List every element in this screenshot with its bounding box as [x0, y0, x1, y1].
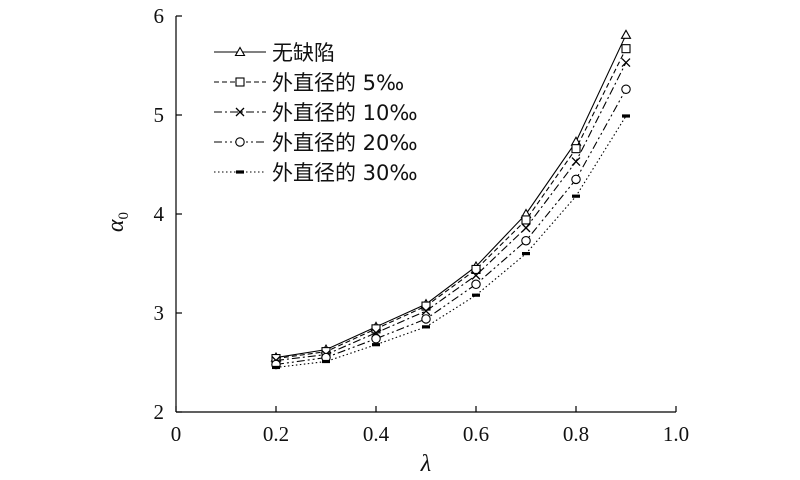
series-line [275, 88, 627, 366]
data-point [621, 44, 631, 54]
series-line [275, 48, 627, 360]
x-tick-label: 1.0 [663, 422, 689, 446]
x-axis-label: λ [420, 451, 431, 477]
y-ticks: 2 3 4 5 6 [154, 4, 182, 424]
series-layer [270, 29, 632, 370]
legend-item: 外直径的 20‰ [214, 131, 418, 155]
y-tick-label: 3 [154, 301, 165, 325]
legend-marker [235, 107, 245, 117]
data-point [471, 279, 481, 290]
data-point [272, 365, 280, 370]
legend-marker [234, 46, 246, 57]
data-point [322, 359, 330, 364]
x-tick-label: 0.4 [363, 422, 390, 446]
legend-marker [236, 170, 244, 174]
y-tick-label: 4 [154, 202, 165, 226]
legend-item: 外直径的 10‰ [214, 101, 418, 125]
x-tick-label: 0 [171, 422, 182, 446]
data-point [422, 325, 430, 329]
x-ticks: 0 0.2 0.4 0.6 0.8 1.0 [171, 406, 689, 446]
data-point [421, 306, 431, 316]
legend-label: 外直径的 5‰ [272, 71, 404, 95]
data-point [622, 114, 630, 118]
legend-item: 外直径的 5‰ [214, 71, 404, 95]
data-point [371, 333, 381, 344]
data-point [472, 293, 480, 297]
legend-label: 外直径的 20‰ [272, 131, 418, 155]
data-point [572, 194, 580, 198]
y-tick-label: 5 [154, 103, 165, 127]
x-tick-label: 0.6 [463, 422, 489, 446]
legend-marker [235, 137, 245, 147]
data-point [621, 84, 631, 95]
data-point [521, 223, 531, 233]
y-tick-label: 6 [154, 4, 165, 28]
axes [175, 16, 676, 413]
data-point [421, 314, 431, 324]
legend-item: 无缺陷 [214, 41, 335, 65]
data-point [521, 215, 531, 225]
data-point [522, 252, 530, 256]
data-point [571, 174, 581, 185]
data-point [471, 264, 481, 274]
series-4 [271, 84, 631, 370]
data-point [620, 29, 632, 39]
data-point [372, 343, 380, 347]
legend-label: 外直径的 10‰ [272, 101, 418, 125]
legend-label: 外直径的 30‰ [272, 161, 418, 185]
data-point [521, 235, 531, 246]
data-point [621, 58, 631, 67]
data-point [471, 270, 481, 280]
series-5 [272, 114, 630, 370]
y-axis-label: α0 [103, 212, 132, 232]
legend-item: 外直径的 30‰ [214, 161, 418, 185]
y-axis-label-main: α [103, 219, 129, 232]
x-tick-label: 0.2 [263, 422, 289, 446]
data-point [571, 144, 581, 154]
y-tick-label: 2 [154, 400, 165, 424]
series-line [275, 34, 627, 359]
data-point [571, 157, 581, 166]
legend-marker [235, 77, 245, 87]
data-point [421, 301, 431, 311]
x-tick-label: 0.8 [563, 422, 589, 446]
legend-label: 无缺陷 [272, 41, 335, 65]
series-line [275, 62, 627, 362]
y-axis-label-subscript: 0 [116, 212, 132, 220]
